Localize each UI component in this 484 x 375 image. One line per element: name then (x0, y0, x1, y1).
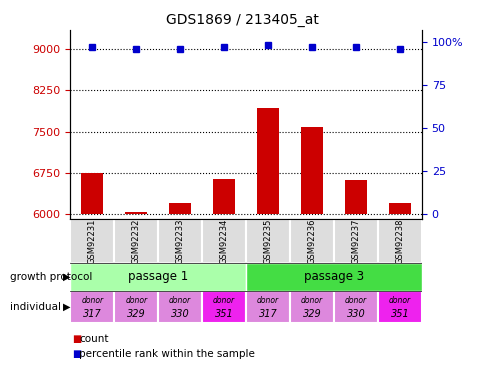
Text: 351: 351 (214, 309, 233, 319)
Text: donor: donor (212, 296, 235, 305)
Bar (333, 219, 377, 262)
Text: 317: 317 (258, 309, 277, 319)
Bar (114, 219, 158, 262)
Text: percentile rank within the sample: percentile rank within the sample (79, 350, 255, 359)
Bar (344, 180, 366, 214)
Text: 351: 351 (390, 309, 408, 319)
Text: donor: donor (257, 296, 279, 305)
Bar (169, 203, 191, 214)
Bar (289, 219, 333, 262)
Bar (213, 179, 235, 214)
Text: GSM92237: GSM92237 (351, 218, 360, 264)
Text: 317: 317 (83, 309, 102, 319)
Bar (70, 291, 114, 322)
Text: ■: ■ (72, 350, 81, 359)
Text: ▶: ▶ (63, 272, 71, 282)
Text: GSM92232: GSM92232 (132, 218, 140, 264)
Text: GSM92238: GSM92238 (394, 218, 404, 264)
Text: ■: ■ (72, 334, 81, 344)
Text: donor: donor (125, 296, 147, 305)
Text: 329: 329 (127, 309, 145, 319)
Bar (202, 291, 245, 322)
Bar (114, 291, 158, 322)
Bar (245, 291, 289, 322)
Bar (301, 127, 322, 214)
Bar (333, 291, 377, 322)
Text: GDS1869 / 213405_at: GDS1869 / 213405_at (166, 13, 318, 27)
Text: GSM92235: GSM92235 (263, 218, 272, 264)
Bar (257, 108, 278, 214)
Bar (202, 219, 245, 262)
Text: individual: individual (10, 302, 60, 312)
Bar (289, 291, 333, 322)
Text: donor: donor (344, 296, 366, 305)
Text: GSM92231: GSM92231 (88, 218, 97, 264)
Bar (125, 212, 147, 214)
Text: passage 3: passage 3 (303, 270, 363, 283)
Text: donor: donor (81, 296, 103, 305)
Bar (377, 291, 421, 322)
Bar (388, 203, 410, 214)
Text: GSM92236: GSM92236 (307, 218, 316, 264)
Bar (70, 219, 114, 262)
Text: growth protocol: growth protocol (10, 272, 92, 282)
Text: GSM92234: GSM92234 (219, 218, 228, 264)
Text: 329: 329 (302, 309, 321, 319)
Bar (245, 262, 421, 291)
Text: GSM92233: GSM92233 (175, 218, 184, 264)
Text: donor: donor (388, 296, 410, 305)
Text: donor: donor (301, 296, 322, 305)
Bar (70, 262, 245, 291)
Text: passage 1: passage 1 (128, 270, 188, 283)
Text: ▶: ▶ (63, 302, 71, 312)
Bar (158, 219, 202, 262)
Bar (377, 219, 421, 262)
Text: 330: 330 (170, 309, 189, 319)
Text: donor: donor (169, 296, 191, 305)
Bar (245, 219, 289, 262)
Text: count: count (79, 334, 108, 344)
Bar (158, 291, 202, 322)
Bar (81, 173, 103, 214)
Text: 330: 330 (346, 309, 364, 319)
